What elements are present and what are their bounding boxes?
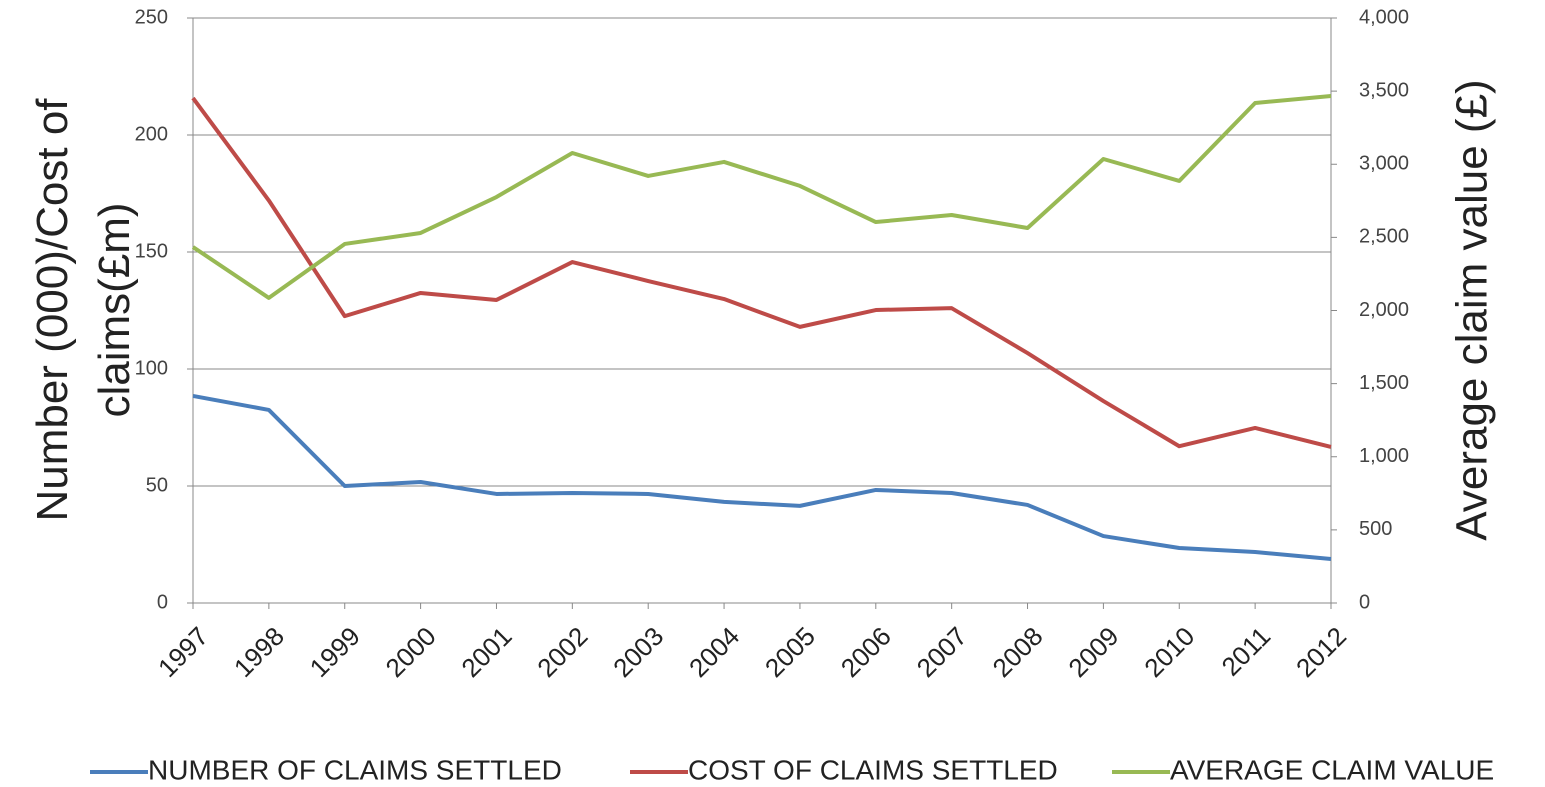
y-axis-title: Number (000)/Cost of claims(£m) xyxy=(28,98,139,522)
x-tick-label: 2003 xyxy=(607,621,669,683)
x-tick-label: 2008 xyxy=(987,621,1049,683)
x-tick-label: 2001 xyxy=(455,621,517,683)
series-line xyxy=(192,393,1332,561)
y2-tick-label: 1,000 xyxy=(1359,445,1409,467)
y2-tick-label: 1,500 xyxy=(1359,372,1409,394)
y2-tick-label: 3,500 xyxy=(1359,79,1409,101)
y-axis-title-line: claims(£m) xyxy=(90,202,139,417)
y2-tick-label: 2,000 xyxy=(1359,299,1409,321)
legend-label: COST OF CLAIMS SETTLED xyxy=(688,754,1058,785)
x-tick-label: 2011 xyxy=(1215,621,1276,682)
series-line xyxy=(191,93,1332,300)
x-tick-label: 2007 xyxy=(911,621,973,683)
y2-axis-title: Average claim value (£) xyxy=(1448,79,1497,540)
x-tick-label: 2009 xyxy=(1062,621,1124,683)
legend-label: AVERAGE CLAIM VALUE xyxy=(1170,754,1494,785)
y-tick-label: 50 xyxy=(146,474,168,496)
x-tick-label: 1997 xyxy=(152,621,214,683)
y-tick-label: 200 xyxy=(135,123,168,145)
y2-tick-label: 2,500 xyxy=(1359,226,1409,248)
y-tick-label: 150 xyxy=(135,240,168,262)
x-tick-label: 2012 xyxy=(1290,621,1352,683)
y-tick-label: 100 xyxy=(135,357,168,379)
x-tick-label: 2006 xyxy=(835,621,897,683)
x-tick-label: 1998 xyxy=(228,621,290,683)
y-tick-label: 250 xyxy=(135,6,168,28)
x-tick-label: 1999 xyxy=(304,621,366,683)
x-tick-label: 2005 xyxy=(759,621,821,683)
x-tick-label: 2010 xyxy=(1138,621,1200,683)
legend-label: NUMBER OF CLAIMS SETTLED xyxy=(148,754,562,785)
series-line xyxy=(191,96,1332,449)
y2-tick-label: 500 xyxy=(1359,518,1392,540)
y-tick-label: 0 xyxy=(157,591,168,613)
x-tick-label: 2000 xyxy=(380,621,442,683)
y2-tick-label: 4,000 xyxy=(1359,6,1409,28)
x-tick-label: 2004 xyxy=(683,621,745,683)
y2-tick-label: 0 xyxy=(1359,591,1370,613)
x-tick-label: 2002 xyxy=(531,621,593,683)
y-axis-title-line: Number (000)/Cost of xyxy=(28,98,77,522)
y2-tick-label: 3,000 xyxy=(1359,153,1409,175)
